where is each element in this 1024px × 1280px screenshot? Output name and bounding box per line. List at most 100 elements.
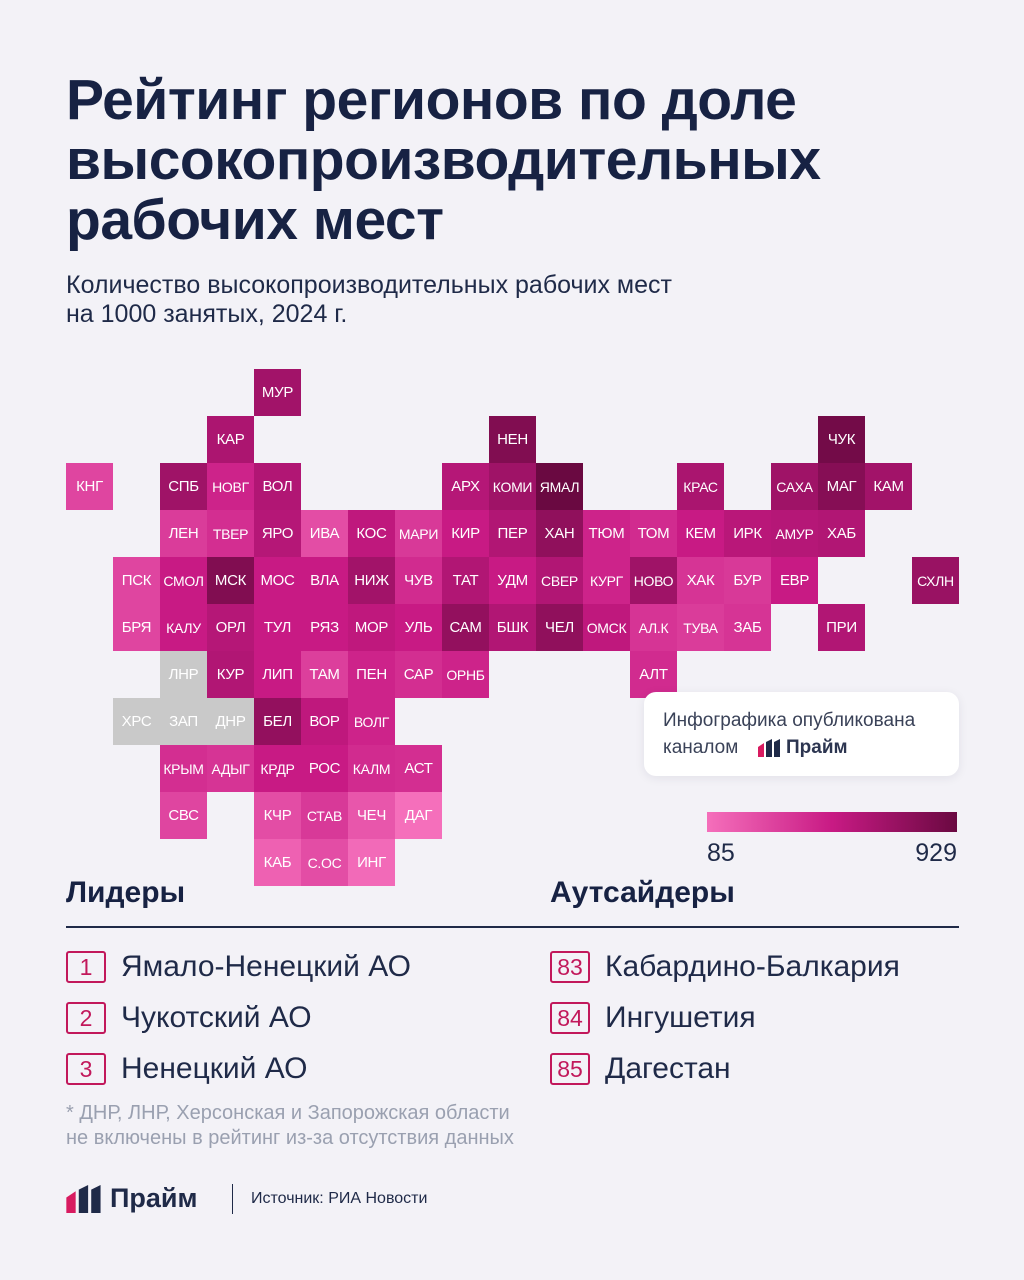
region-tile: МУР <box>254 369 301 416</box>
subtitle-line-1: Количество высокопроизводительных рабочи… <box>66 271 672 299</box>
region-tile: АДЫГ <box>207 745 254 792</box>
title-line-2: высокопроизводительных <box>66 128 821 192</box>
footnote: * ДНР, ЛНР, Херсонская и Запорожская обл… <box>66 1101 514 1151</box>
region-tile: НОВО <box>630 557 677 604</box>
region-tile: КИР <box>442 510 489 557</box>
region-tile: ЧЕЛ <box>536 604 583 651</box>
color-scale-min: 85 <box>707 839 735 867</box>
region-tile: СМОЛ <box>160 557 207 604</box>
publication-note-card: Инфографика опубликована каналом Прайм <box>644 692 959 776</box>
region-tile: НИЖ <box>348 557 395 604</box>
outsider-row: 84 Ингушетия <box>550 999 756 1037</box>
region-name: Ненецкий АО <box>121 1052 308 1085</box>
region-tile: ТОМ <box>630 510 677 557</box>
region-tile: МАГ <box>818 463 865 510</box>
footnote-line-1: * ДНР, ЛНР, Херсонская и Запорожская обл… <box>66 1102 510 1124</box>
region-tile: ОМСК <box>583 604 630 651</box>
brand-name: Прайм <box>110 1183 198 1213</box>
note-text-line-2: каналом <box>663 737 739 758</box>
leaders-title: Лидеры <box>66 876 186 909</box>
region-tile: КАБ <box>254 839 301 886</box>
region-tile: СХЛН <box>912 557 959 604</box>
region-tile: КАЛМ <box>348 745 395 792</box>
region-tile: БРЯ <box>113 604 160 651</box>
region-tile: ОРЛ <box>207 604 254 651</box>
region-tile: МОС <box>254 557 301 604</box>
region-tile: РЯЗ <box>301 604 348 651</box>
region-tile: ЯРО <box>254 510 301 557</box>
color-scale-bar <box>707 812 957 832</box>
region-tile: КРАС <box>677 463 724 510</box>
region-tile: САР <box>395 651 442 698</box>
region-tile: КРДР <box>254 745 301 792</box>
region-tile: БЕЛ <box>254 698 301 745</box>
color-scale-max: 929 <box>915 839 957 867</box>
source-text: Источник: РИА Новости <box>251 1190 428 1207</box>
region-tile: НОВГ <box>207 463 254 510</box>
region-tile: БУР <box>724 557 771 604</box>
region-tile: РОС <box>301 745 348 792</box>
region-tile: КНГ <box>66 463 113 510</box>
rank-badge: 85 <box>550 1053 590 1085</box>
region-tile: КАР <box>207 416 254 463</box>
region-tile: ХАК <box>677 557 724 604</box>
note-brand-name: Прайм <box>786 737 848 758</box>
region-tile: КОМИ <box>489 463 536 510</box>
region-tile: ВЛА <box>301 557 348 604</box>
rank-badge: 84 <box>550 1002 590 1034</box>
note-text-line-1: Инфографика опубликована <box>663 710 916 731</box>
region-name: Дагестан <box>605 1052 731 1085</box>
brand-logo: Прайм <box>66 1183 198 1214</box>
rank-badge: 1 <box>66 951 106 983</box>
region-tile: АЛ.К <box>630 604 677 651</box>
footnote-line-2: не включены в рейтинг из-за отсутствия д… <box>66 1127 514 1149</box>
region-tile: ЧУВ <box>395 557 442 604</box>
region-name: Кабардино-Балкария <box>605 950 900 983</box>
region-tile: СПБ <box>160 463 207 510</box>
region-tile: ЛИП <box>254 651 301 698</box>
region-tile: МАРИ <box>395 510 442 557</box>
region-name: Ингушетия <box>605 1001 756 1034</box>
region-tile: ПЕН <box>348 651 395 698</box>
region-tile: БШК <box>489 604 536 651</box>
region-tile: ХАН <box>536 510 583 557</box>
title-line-1: Рейтинг регионов по доле <box>66 68 797 132</box>
region-tile: ПЕР <box>489 510 536 557</box>
region-tile: ХРС <box>113 698 160 745</box>
region-tile: УЛЬ <box>395 604 442 651</box>
region-tile: ДНР <box>207 698 254 745</box>
region-tile: ДАГ <box>395 792 442 839</box>
region-tile: ПРИ <box>818 604 865 651</box>
region-tile: САМ <box>442 604 489 651</box>
region-tile: ТВЕР <box>207 510 254 557</box>
leader-row: 1 Ямало-Ненецкий АО <box>66 948 411 986</box>
subtitle-line-2: на 1000 занятых, 2024 г. <box>66 300 348 328</box>
tile-map: МУР КАР НЕН ЧУК КНГ СПБ НОВГ ВОЛ АРХ КОМИ ЯМАЛ КРАС… <box>66 369 959 886</box>
region-tile: СВС <box>160 792 207 839</box>
region-tile: ИНГ <box>348 839 395 886</box>
outsider-row: 83 Кабардино-Балкария <box>550 948 900 986</box>
leader-row: 3 Ненецкий АО <box>66 1050 307 1088</box>
region-tile: ТУВА <box>677 604 724 651</box>
section-divider <box>66 926 959 928</box>
region-tile: ОРНБ <box>442 651 489 698</box>
region-tile: ИВА <box>301 510 348 557</box>
region-tile: ТУЛ <box>254 604 301 651</box>
region-tile: НЕН <box>489 416 536 463</box>
region-tile: КЕМ <box>677 510 724 557</box>
region-tile: КАЛУ <box>160 604 207 651</box>
region-tile: КУР <box>207 651 254 698</box>
prime-logo-icon <box>66 1184 101 1213</box>
region-tile: ЛНР <box>160 651 207 698</box>
region-tile: ИРК <box>724 510 771 557</box>
region-tile: ПСК <box>113 557 160 604</box>
region-name: Ямало-Ненецкий АО <box>121 950 411 983</box>
page-title: Рейтинг регионов по доле высокопроизводи… <box>66 70 966 250</box>
region-tile: МОР <box>348 604 395 651</box>
region-tile: СВЕР <box>536 557 583 604</box>
region-tile: ЗАП <box>160 698 207 745</box>
region-tile: ЧЕЧ <box>348 792 395 839</box>
region-tile: ВОЛГ <box>348 698 395 745</box>
region-tile: ТАМ <box>301 651 348 698</box>
region-tile: СТАВ <box>301 792 348 839</box>
